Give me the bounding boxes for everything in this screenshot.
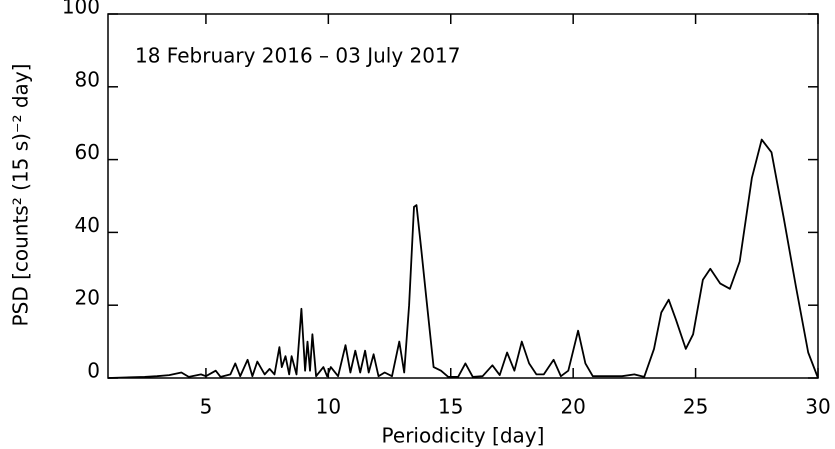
y-tick-label: 60	[75, 140, 100, 164]
x-tick-label: 20	[560, 395, 585, 419]
x-tick-label: 30	[805, 395, 830, 419]
y-tick-label: 40	[75, 213, 100, 237]
plot-frame	[107, 13, 819, 379]
x-tick-label: 5	[200, 395, 213, 419]
x-axis-label: Periodicity [day]	[382, 424, 545, 448]
y-axis-label: PSD [counts² (15 s)⁻² day]	[9, 64, 33, 327]
line	[107, 138, 819, 379]
y-tick-label: 80	[75, 67, 100, 91]
y-tick-label: 0	[87, 359, 100, 383]
x-tick-label: 10	[316, 395, 341, 419]
x-tick-label: 25	[683, 395, 708, 419]
y-tick-label: 100	[62, 0, 100, 19]
y-tick-label: 20	[75, 286, 100, 310]
x-tick-label: 15	[438, 395, 463, 419]
annotation: 18 February 2016 – 03 July 2017	[135, 44, 460, 68]
